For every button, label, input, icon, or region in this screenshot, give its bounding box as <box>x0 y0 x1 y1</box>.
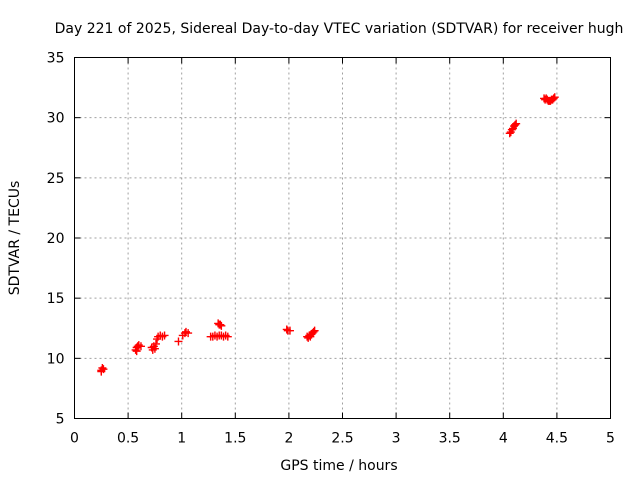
y-tick-label: 35 <box>47 51 65 67</box>
data-point <box>136 342 145 351</box>
data-point <box>184 329 193 338</box>
data-point <box>511 120 520 129</box>
data-point <box>223 332 232 341</box>
data-point <box>151 339 160 348</box>
data-point <box>549 94 558 103</box>
x-tick-label: 3 <box>392 431 401 447</box>
data-point <box>216 320 225 329</box>
x-tick-label: 1.5 <box>224 431 246 447</box>
x-tick-label: 4 <box>499 431 508 447</box>
data-point <box>150 344 159 353</box>
y-tick-label: 5 <box>56 412 65 428</box>
data-point <box>160 331 169 340</box>
data-point <box>310 326 319 335</box>
y-tick-label: 25 <box>47 171 65 187</box>
x-tick-label: 2 <box>284 431 293 447</box>
y-tick-label: 10 <box>47 351 65 367</box>
x-tick-label: 2.5 <box>331 431 353 447</box>
y-axis-tick-labels: 5 10 15 20 25 30 35 <box>47 51 65 428</box>
data-point <box>217 321 226 330</box>
data-points <box>97 93 559 376</box>
grid-lines <box>74 57 611 419</box>
data-point <box>550 93 559 102</box>
chart-title: Day 221 of 2025, Sidereal Day-to-day VTE… <box>55 21 624 37</box>
data-point <box>132 347 141 356</box>
data-point <box>97 367 106 376</box>
x-axis-tick-labels: 0 0.5 1 1.5 2 2.5 3 3.5 4 4.5 5 <box>70 431 615 447</box>
data-point <box>98 363 107 372</box>
data-point <box>174 337 183 346</box>
y-tick-label: 20 <box>47 231 65 247</box>
x-tick-label: 5 <box>606 431 615 447</box>
x-tick-label: 4.5 <box>546 431 568 447</box>
x-tick-label: 0 <box>70 431 79 447</box>
data-point <box>309 327 318 336</box>
x-tick-label: 1 <box>177 431 186 447</box>
x-tick-label: 0.5 <box>117 431 139 447</box>
y-tick-label: 15 <box>47 291 65 307</box>
data-point <box>512 119 521 128</box>
data-point <box>285 326 294 335</box>
x-axis-label: GPS time / hours <box>280 458 397 474</box>
y-axis-label: SDTVAR / TECUs <box>7 181 23 296</box>
x-tick-label: 3.5 <box>439 431 461 447</box>
y-tick-label: 30 <box>47 111 65 127</box>
axis-ticks <box>74 57 611 419</box>
